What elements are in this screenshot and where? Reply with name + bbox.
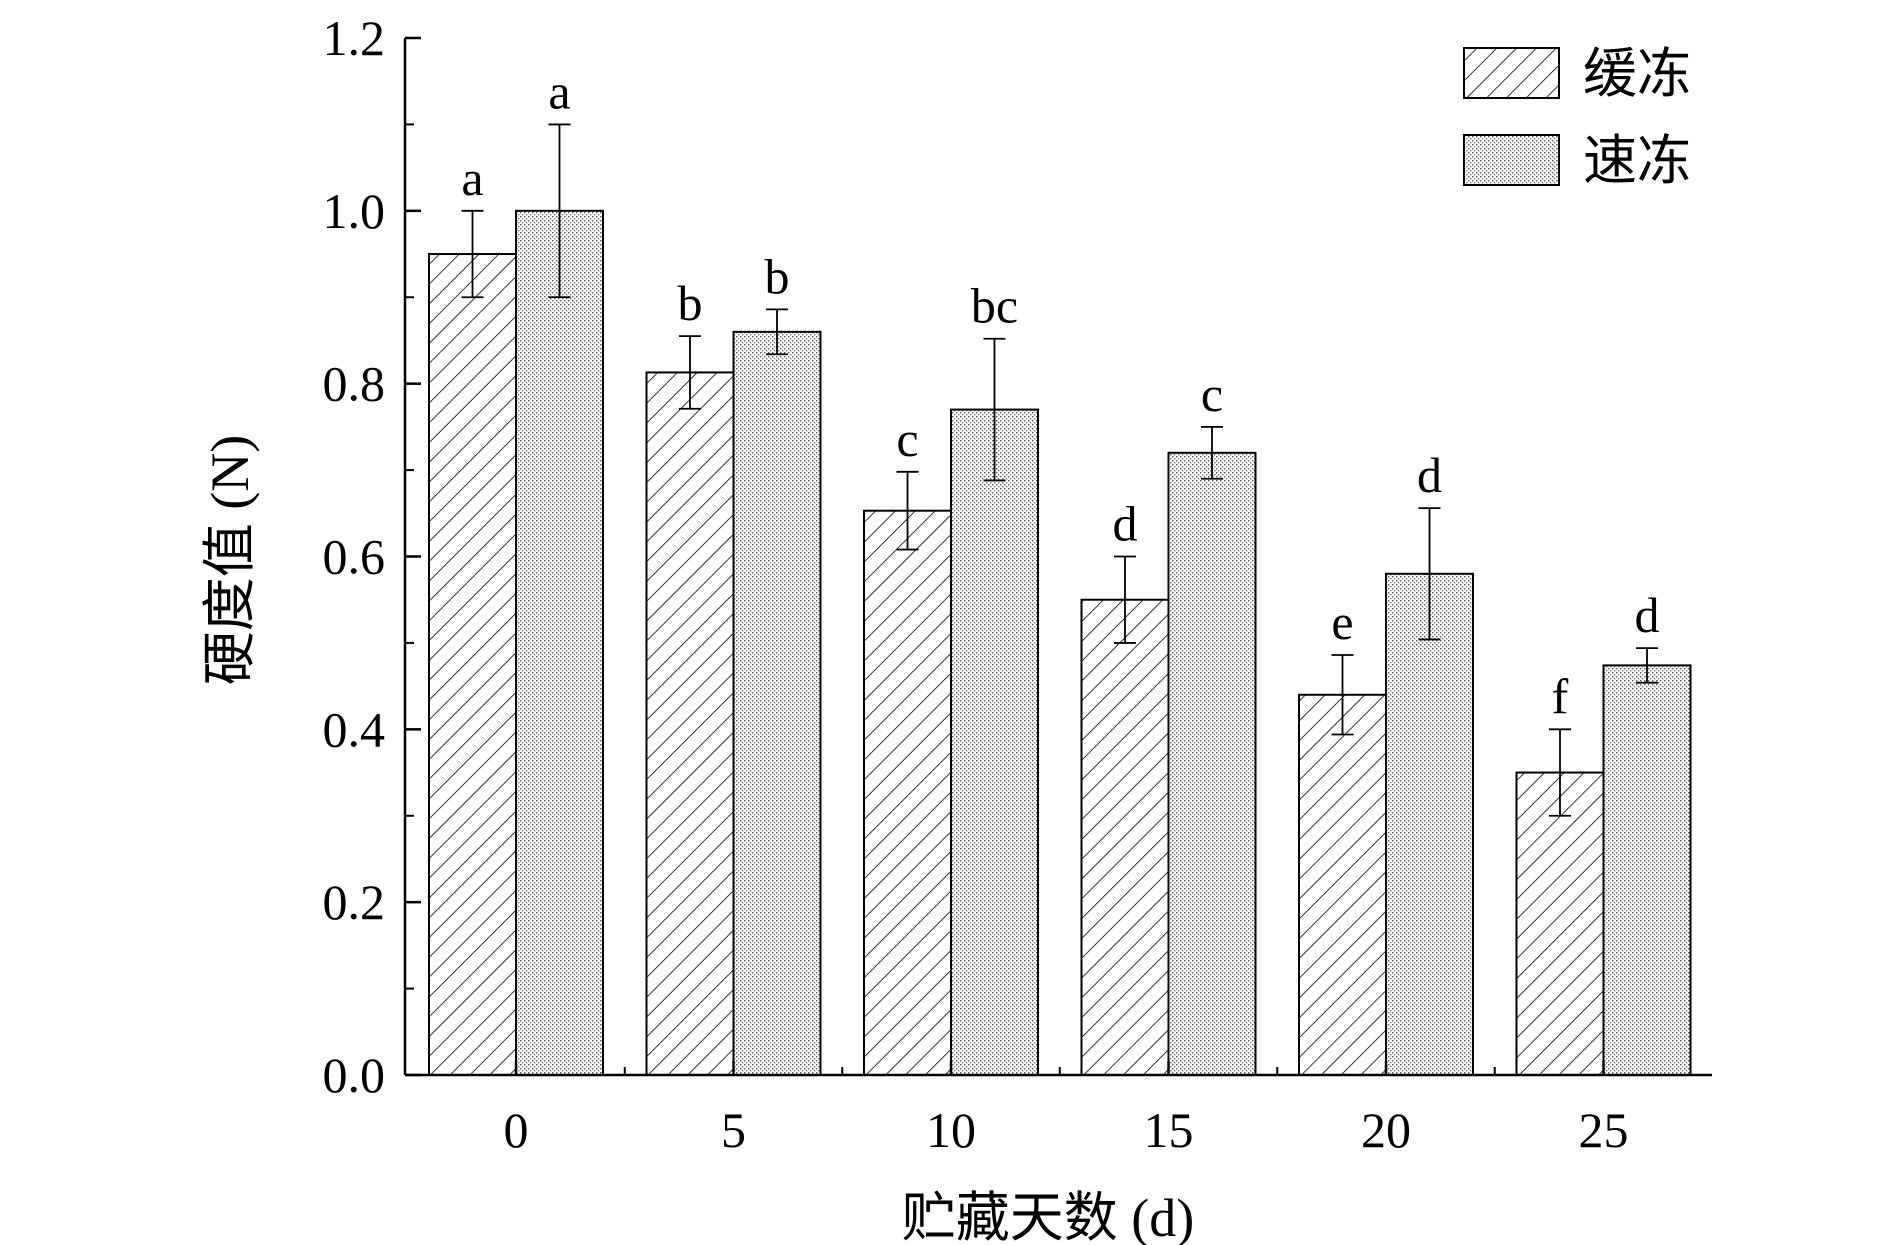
y-axis-title: 硬度值 (N)	[200, 435, 260, 685]
y-tick-label: 1.2	[323, 10, 386, 66]
legend-swatch	[1463, 134, 1560, 186]
legend-label: 速冻	[1583, 131, 1691, 191]
error-bar	[1549, 728, 1571, 817]
significance-label: a	[548, 63, 570, 119]
x-tick-label: 15	[1144, 1102, 1194, 1158]
bar	[1515, 771, 1605, 1077]
significance-label: a	[461, 150, 483, 206]
y-tick-label: 0.0	[323, 1047, 386, 1103]
bar	[732, 330, 822, 1077]
error-bar	[1114, 555, 1136, 644]
error-bar	[1636, 647, 1658, 684]
y-tick-label: 0.4	[323, 701, 386, 757]
error-bar	[1201, 425, 1223, 480]
significance-label: b	[678, 275, 703, 331]
bar	[863, 509, 952, 1076]
significance-label: c	[1201, 366, 1223, 422]
significance-label: bc	[971, 278, 1018, 334]
bar	[1080, 598, 1170, 1076]
significance-label: e	[1331, 594, 1353, 650]
significance-label: b	[765, 248, 790, 304]
significance-label: d	[1113, 496, 1138, 552]
error-bar	[1418, 507, 1441, 641]
significance-label: d	[1417, 447, 1442, 503]
bar	[428, 253, 517, 1076]
axes: 0.0 0.2 0.4 0.6 0.8 1.0 1.2 0 5 10 15 20 25	[323, 10, 1712, 1158]
y-tick-label: 0.2	[323, 874, 386, 930]
y-tick-label: 0.6	[323, 529, 386, 585]
x-tick-label: 10	[926, 1102, 976, 1158]
bar	[645, 371, 735, 1076]
legend-item: 速冻	[1463, 131, 1691, 191]
error-bar	[679, 335, 701, 410]
error-bar	[766, 308, 788, 356]
bar	[1167, 451, 1257, 1076]
error-bar	[461, 209, 484, 299]
legend-swatch	[1463, 47, 1560, 99]
x-tick-label: 20	[1361, 1102, 1411, 1158]
error-bar	[983, 337, 1006, 482]
bar	[1298, 693, 1387, 1076]
x-tick-label: 25	[1579, 1102, 1629, 1158]
x-tick-label: 0	[504, 1102, 529, 1158]
x-axis-title: 贮藏天数 (d)	[902, 1188, 1194, 1245]
bar	[1385, 572, 1474, 1076]
bar	[1602, 664, 1692, 1076]
significance-label: f	[1552, 668, 1569, 724]
x-tick-label: 5	[721, 1102, 746, 1158]
significance-label: c	[896, 411, 918, 467]
bar	[950, 408, 1039, 1076]
error-bar	[548, 123, 571, 299]
error-bar	[896, 470, 919, 551]
bar	[515, 209, 604, 1077]
significance-label: d	[1635, 587, 1660, 643]
error-bar	[1331, 654, 1354, 736]
legend-label: 缓冻	[1583, 44, 1691, 104]
y-tick-label: 0.8	[323, 356, 386, 412]
legend-item: 缓冻	[1463, 44, 1691, 104]
y-tick-label: 1.0	[323, 183, 386, 239]
